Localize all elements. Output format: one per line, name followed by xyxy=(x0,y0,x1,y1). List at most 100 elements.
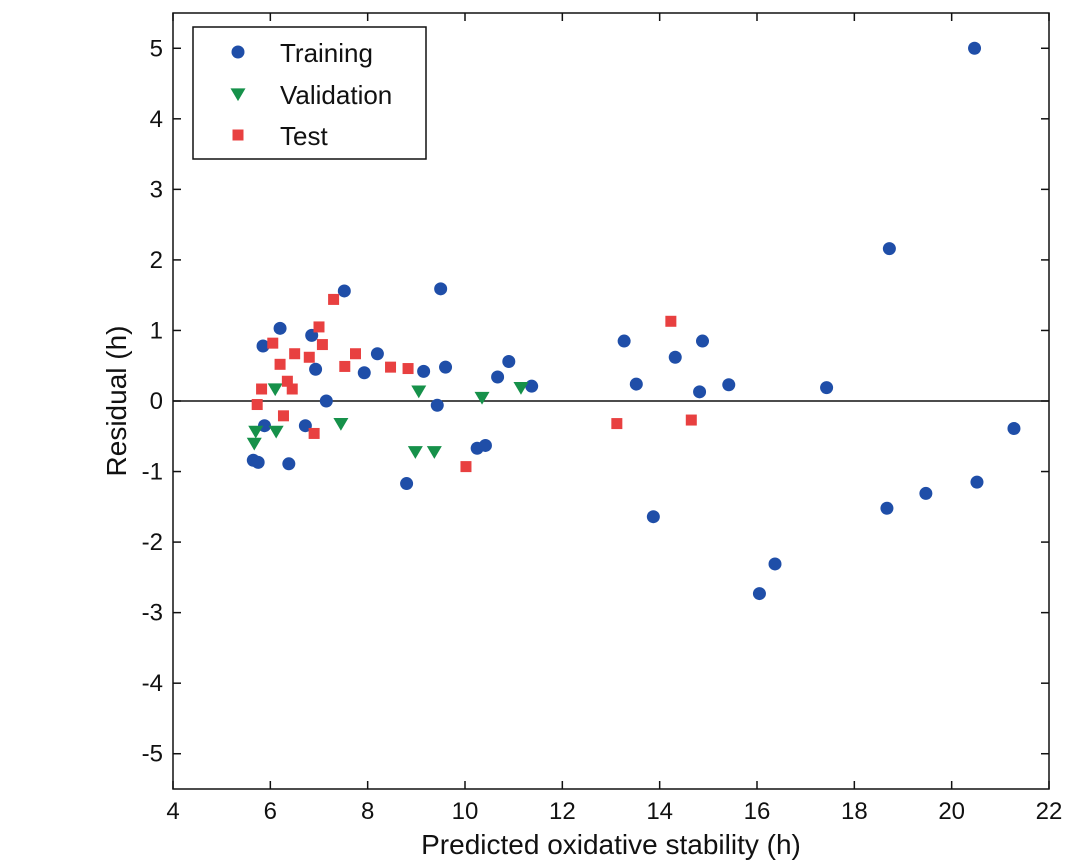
training-point xyxy=(282,457,296,471)
test-point xyxy=(316,339,328,351)
validation-point xyxy=(268,425,284,439)
legend: Training Validation Test xyxy=(192,26,427,160)
legend-marker-test xyxy=(232,129,244,141)
x-axis-title: Predicted oxidative stability (h) xyxy=(421,829,801,860)
training-point xyxy=(882,242,896,256)
test-point xyxy=(460,461,472,473)
y-tick-label: -3 xyxy=(142,600,163,627)
data-markers xyxy=(246,41,1021,601)
x-tick-label: 14 xyxy=(646,798,673,825)
test-point xyxy=(286,383,298,395)
x-tick-label: 22 xyxy=(1036,798,1063,825)
test-point xyxy=(277,410,289,422)
training-point xyxy=(668,350,682,364)
training-point xyxy=(970,475,984,489)
test-point xyxy=(385,361,397,373)
validation-point xyxy=(333,417,349,431)
validation-point xyxy=(407,446,423,459)
legend-item-validation: Validation xyxy=(230,80,392,110)
validation-point xyxy=(267,383,283,397)
training-point xyxy=(525,379,539,393)
y-tick-label: -4 xyxy=(142,670,163,697)
y-tick-label: 2 xyxy=(150,247,163,274)
legend-marker-training xyxy=(231,45,245,59)
training-point xyxy=(434,282,448,296)
training-point xyxy=(722,378,736,392)
series-test xyxy=(251,293,697,473)
training-point xyxy=(820,381,834,395)
y-tick-label: -1 xyxy=(142,459,163,486)
x-tick-label: 4 xyxy=(166,798,179,825)
training-point xyxy=(1007,422,1021,436)
training-point xyxy=(273,321,287,335)
training-point xyxy=(417,364,431,378)
test-point xyxy=(251,399,263,411)
training-point xyxy=(646,510,660,524)
x-tick-label: 10 xyxy=(452,798,479,825)
training-point xyxy=(768,557,782,571)
validation-point xyxy=(411,385,427,399)
y-axis-title: Residual (h) xyxy=(101,326,132,477)
y-tick-label: 4 xyxy=(150,106,163,133)
legend-marker-test xyxy=(232,129,244,141)
training-point xyxy=(695,334,709,348)
training-point xyxy=(251,455,265,469)
y-tick-label: -2 xyxy=(142,529,163,556)
training-point xyxy=(319,394,333,408)
axis-ticks xyxy=(172,13,1050,789)
validation-point xyxy=(474,391,490,405)
legend-item-test: Test xyxy=(232,121,328,151)
training-point xyxy=(430,398,444,412)
legend-marker-validation xyxy=(230,88,246,102)
legend-label-validation: Validation xyxy=(280,80,392,110)
test-point xyxy=(402,363,414,375)
training-point xyxy=(629,377,643,391)
training-point xyxy=(880,501,894,515)
test-point xyxy=(274,358,286,370)
training-point xyxy=(968,41,982,55)
y-tick-label: 0 xyxy=(150,388,163,415)
validation-point xyxy=(513,381,529,395)
training-point xyxy=(617,334,631,348)
training-point xyxy=(256,339,270,353)
legend-marker-validation xyxy=(230,88,246,102)
test-point xyxy=(281,375,293,387)
training-point xyxy=(370,347,384,361)
training-point xyxy=(478,438,492,452)
training-point xyxy=(309,362,323,376)
legend-label-training: Training xyxy=(280,38,373,68)
y-tick-label: 5 xyxy=(150,35,163,62)
x-tick-label: 16 xyxy=(744,798,771,825)
test-point xyxy=(313,321,325,333)
x-tick-label: 12 xyxy=(549,798,576,825)
test-point xyxy=(303,351,315,363)
training-point xyxy=(919,486,933,500)
test-point xyxy=(267,337,279,349)
validation-point xyxy=(246,437,262,451)
legend-label-test: Test xyxy=(280,121,328,151)
test-point xyxy=(685,414,697,426)
test-point xyxy=(611,418,623,430)
training-point xyxy=(337,284,351,298)
test-point xyxy=(328,293,340,305)
training-point xyxy=(502,354,516,368)
validation-point xyxy=(426,446,442,459)
x-tick-label: 20 xyxy=(938,798,965,825)
training-point xyxy=(357,366,371,380)
y-tick-label: -5 xyxy=(142,741,163,768)
series-validation xyxy=(246,381,529,459)
legend-item-training: Training xyxy=(231,38,373,68)
test-point xyxy=(339,360,351,372)
series-training xyxy=(246,41,1021,601)
training-point xyxy=(298,419,312,433)
x-tick-label: 6 xyxy=(264,798,277,825)
test-point xyxy=(289,348,301,360)
x-tick-label: 8 xyxy=(361,798,374,825)
validation-point xyxy=(248,425,264,439)
y-tick-label: 1 xyxy=(150,317,163,344)
test-point xyxy=(308,427,320,439)
training-point xyxy=(400,477,414,491)
training-point xyxy=(752,587,766,601)
